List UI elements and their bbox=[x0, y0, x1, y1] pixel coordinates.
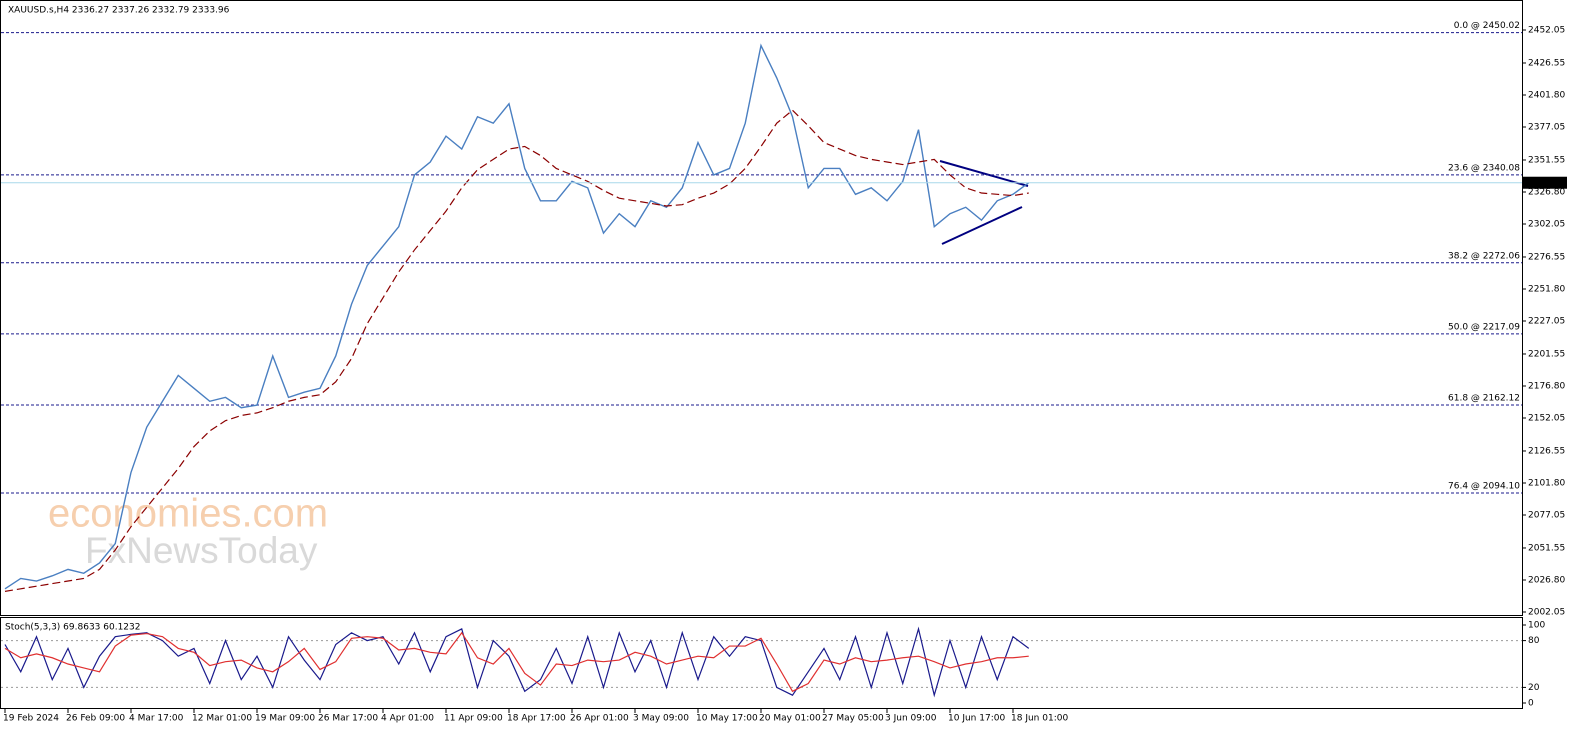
level-label: 61.8 @ 2162.12 bbox=[1448, 393, 1520, 403]
triangle-upper bbox=[939, 160, 1029, 187]
y-tick-label: 2201.55 bbox=[1528, 349, 1565, 359]
y-tick-label: 2126.55 bbox=[1528, 446, 1565, 456]
x-tick-label: 19 Mar 09:00 bbox=[255, 714, 315, 724]
y-tick-label: 2051.55 bbox=[1528, 543, 1565, 553]
y-tick-label: 2351.55 bbox=[1528, 155, 1565, 165]
chart-title: XAUUSD.s,H4 2336.27 2337.26 2332.79 2333… bbox=[8, 6, 230, 16]
last-price-box bbox=[1523, 176, 1567, 189]
y-tick-label: 2426.55 bbox=[1528, 58, 1565, 68]
y-tick-label: 0 bbox=[1528, 699, 1534, 709]
y-tick-label: 2227.05 bbox=[1528, 317, 1565, 327]
x-tick-label: 12 Mar 01:00 bbox=[192, 714, 252, 724]
y-tick-label: 2077.05 bbox=[1528, 511, 1565, 521]
watermark: economies.com bbox=[48, 492, 328, 536]
x-tick-label: 4 Apr 01:00 bbox=[381, 714, 434, 724]
y-tick-label: 2002.05 bbox=[1528, 607, 1565, 617]
triangle-lower bbox=[941, 206, 1023, 245]
moving-average bbox=[4, 109, 1029, 592]
y-tick-label: 2276.55 bbox=[1528, 252, 1565, 262]
x-tick-label: 3 Jun 09:00 bbox=[885, 714, 937, 724]
x-tick-label: 10 Jun 17:00 bbox=[948, 714, 1005, 724]
y-tick-label: 2452.05 bbox=[1528, 26, 1565, 36]
x-tick-label: 26 Apr 01:00 bbox=[570, 714, 629, 724]
stoch-title: Stoch(5,3,3) 69.8633 60.1232 bbox=[5, 623, 140, 633]
last-price-label: 2333.96 bbox=[1526, 178, 1563, 188]
y-tick-label: 20 bbox=[1528, 683, 1540, 693]
x-tick-label: 19 Feb 2024 bbox=[3, 714, 59, 724]
y-tick-label: 100 bbox=[1528, 621, 1545, 631]
stoch-line bbox=[4, 631, 1029, 693]
x-tick-label: 26 Feb 09:00 bbox=[66, 714, 125, 724]
y-tick-label: 2251.80 bbox=[1528, 284, 1565, 294]
x-tick-label: 11 Apr 09:00 bbox=[444, 714, 503, 724]
y-tick-label: 2101.80 bbox=[1528, 478, 1565, 488]
x-tick-label: 26 Mar 17:00 bbox=[318, 714, 378, 724]
y-tick-label: 2401.80 bbox=[1528, 90, 1565, 100]
x-tick-label: 27 May 05:00 bbox=[822, 714, 884, 724]
x-tick-label: 18 Apr 17:00 bbox=[507, 714, 566, 724]
y-tick-label: 2377.05 bbox=[1528, 123, 1565, 133]
main-panel bbox=[0, 0, 1523, 616]
level-label: 23.6 @ 2340.08 bbox=[1448, 163, 1520, 173]
price-line bbox=[4, 43, 1030, 590]
y-tick-label: 2302.05 bbox=[1528, 220, 1565, 230]
y-tick-label: 80 bbox=[1528, 636, 1540, 646]
watermark: FxNewsToday bbox=[85, 530, 318, 571]
y-tick-label: 2152.05 bbox=[1528, 414, 1565, 424]
x-tick-label: 4 Mar 17:00 bbox=[129, 714, 184, 724]
y-tick-label: 2176.80 bbox=[1528, 381, 1565, 391]
x-tick-label: 18 Jun 01:00 bbox=[1011, 714, 1068, 724]
y-tick-label: 2026.80 bbox=[1528, 575, 1565, 585]
stoch-line bbox=[4, 626, 1030, 698]
level-label: 76.4 @ 2094.10 bbox=[1448, 481, 1520, 491]
level-label: 38.2 @ 2272.06 bbox=[1448, 251, 1520, 261]
y-tick-label: 2326.80 bbox=[1528, 187, 1565, 197]
level-label: 50.0 @ 2217.09 bbox=[1448, 322, 1520, 332]
x-tick-label: 10 May 17:00 bbox=[696, 714, 758, 724]
stoch-panel bbox=[0, 617, 1523, 709]
x-tick-label: 3 May 09:00 bbox=[633, 714, 689, 724]
x-tick-label: 20 May 01:00 bbox=[759, 714, 821, 724]
level-label: 0.0 @ 2450.02 bbox=[1454, 21, 1520, 31]
